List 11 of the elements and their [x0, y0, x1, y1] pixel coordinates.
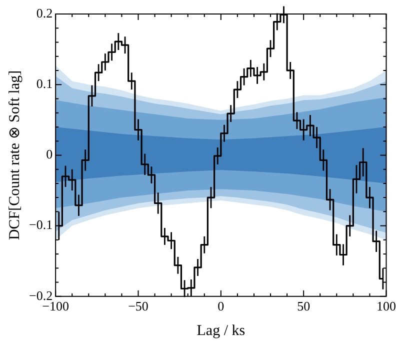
x-tick-label: −50	[128, 298, 148, 314]
y-tick-label: −0.1	[28, 217, 53, 232]
y-tick-label: −0.2	[28, 288, 53, 303]
y-axis-title: DCF[Count rate ⊗ Soft lag]	[6, 70, 23, 240]
x-axis-title: Lag / ks	[196, 322, 246, 339]
y-tick-label: 0.2	[36, 5, 53, 20]
y-tick-label: 0	[46, 146, 53, 162]
y-tick-label: 0.1	[36, 76, 53, 92]
x-tick-label: 0	[218, 298, 224, 314]
x-tick-label: 50	[297, 298, 310, 314]
x-tick-label: 100	[376, 298, 396, 314]
